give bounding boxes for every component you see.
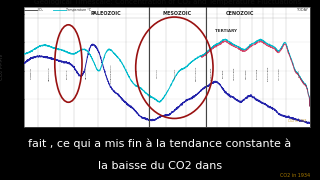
Text: HOLOCENE: HOLOCENE bbox=[279, 67, 280, 80]
Text: CAMBRIAN: CAMBRIAN bbox=[30, 67, 32, 79]
Text: JURASSIC: JURASSIC bbox=[175, 68, 176, 79]
Text: la baisse du CO2 dans: la baisse du CO2 dans bbox=[98, 161, 222, 171]
Text: MIOCENE: MIOCENE bbox=[245, 68, 246, 79]
Text: ORDOVICIAN: ORDOVICIAN bbox=[48, 66, 50, 81]
Text: PERMIAN: PERMIAN bbox=[137, 68, 138, 78]
Text: CO2 in 1934: CO2 in 1934 bbox=[288, 119, 306, 123]
Text: CO2 in 1934: CO2 in 1934 bbox=[280, 174, 310, 179]
Text: PLIOCENE: PLIOCENE bbox=[257, 68, 258, 79]
Text: TERTIARY: TERTIARY bbox=[215, 29, 237, 33]
Text: CRETACEOUS: CRETACEOUS bbox=[195, 66, 196, 81]
Text: PALEOCENE: PALEOCENE bbox=[211, 67, 212, 80]
Text: CARBONIFEROUS: CARBONIFEROUS bbox=[111, 64, 112, 83]
Text: TODAY: TODAY bbox=[296, 8, 308, 12]
Title: Geological Timescale: Concentration of CO₂ and Temperature Fluctuations: Geological Timescale: Concentration of C… bbox=[34, 0, 301, 5]
Text: EPOCH: EPOCH bbox=[299, 69, 300, 77]
Text: Temperature °C: Temperature °C bbox=[66, 8, 92, 12]
Text: DEVONIAN: DEVONIAN bbox=[85, 67, 87, 79]
Text: EOCENE: EOCENE bbox=[222, 69, 224, 78]
Text: MESOZOIC: MESOZOIC bbox=[163, 11, 192, 16]
Text: TRIASSIC: TRIASSIC bbox=[156, 68, 158, 78]
Text: CO₂: CO₂ bbox=[38, 8, 44, 12]
Text: fait , ce qui a mis fin à la tendance constante à: fait , ce qui a mis fin à la tendance co… bbox=[28, 138, 292, 149]
Text: PALEOZOIC: PALEOZOIC bbox=[90, 11, 121, 16]
Text: OLIGOCENE: OLIGOCENE bbox=[234, 67, 235, 80]
Text: CENOZOIC: CENOZOIC bbox=[226, 11, 254, 16]
Text: SILURIAN: SILURIAN bbox=[66, 68, 68, 79]
Y-axis label: CO₂ PPMV: CO₂ PPMV bbox=[0, 54, 4, 80]
